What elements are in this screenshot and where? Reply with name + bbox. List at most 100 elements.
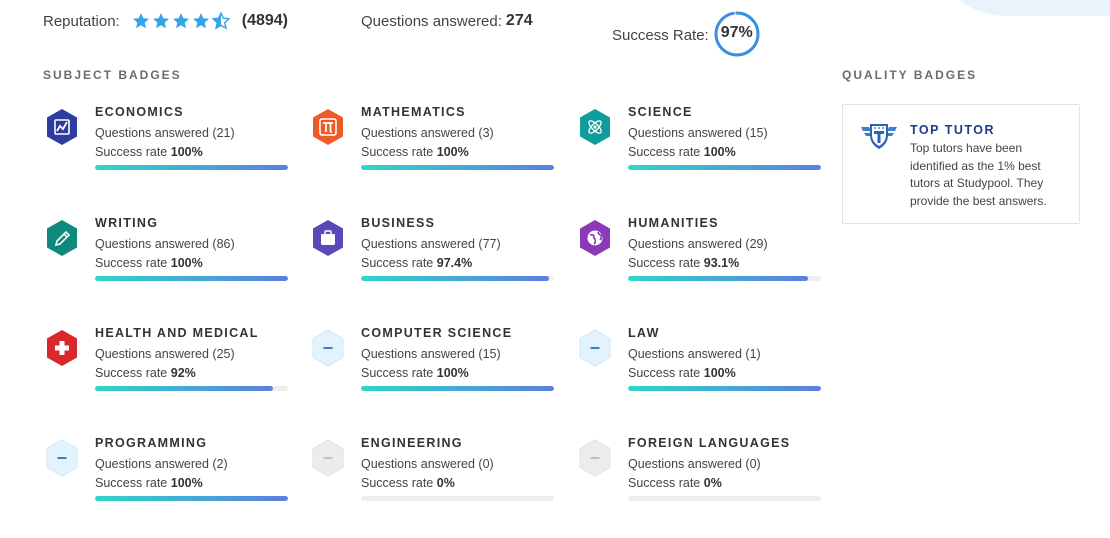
badge-success-rate-value: 0% xyxy=(436,476,455,490)
badge-progress-fill xyxy=(361,386,554,391)
atom-icon xyxy=(578,108,612,146)
badge-name: WRITING xyxy=(95,216,159,230)
badge-success-rate: Success rate 100% xyxy=(361,145,469,159)
badge-questions-answered: Questions answered (15) xyxy=(628,126,768,140)
badge-questions-answered: Questions answered (0) xyxy=(361,457,494,471)
badge-success-rate: Success rate 0% xyxy=(361,476,455,490)
badge-progress-bar xyxy=(361,165,554,170)
badge-success-rate-label: Success rate xyxy=(361,476,434,490)
subject-badge-computer-science: COMPUTER SCIENCE Questions answered (15) S… xyxy=(309,326,569,416)
badge-progress-bar xyxy=(361,386,554,391)
minus-icon xyxy=(578,329,612,367)
badge-progress-fill xyxy=(628,276,808,281)
badge-success-rate-label: Success rate xyxy=(95,476,168,490)
badge-progress-bar xyxy=(95,496,288,501)
badge-progress-bar xyxy=(95,165,288,170)
badge-name: HUMANITIES xyxy=(628,216,719,230)
badge-name: ECONOMICS xyxy=(95,105,184,119)
badge-name: ENGINEERING xyxy=(361,436,463,450)
top-tutor-title: TOP TUTOR xyxy=(910,123,996,137)
subject-badge-law: LAW Questions answered (1) Success rate 10… xyxy=(576,326,836,416)
badge-name: COMPUTER SCIENCE xyxy=(361,326,513,340)
reputation-count: (4894) xyxy=(241,12,288,29)
badge-success-rate-value: 92% xyxy=(170,366,196,380)
star-full-icon xyxy=(172,12,191,30)
badge-success-rate-value: 100% xyxy=(170,256,203,270)
subject-badge-business: BUSINESS Questions answered (77) Success r… xyxy=(309,216,569,306)
badge-questions-answered: Questions answered (0) xyxy=(628,457,761,471)
badge-questions-answered: Questions answered (25) xyxy=(95,347,235,361)
badge-success-rate-value: 100% xyxy=(170,476,203,490)
badge-success-rate-label: Success rate xyxy=(361,256,434,270)
briefcase-icon xyxy=(311,219,345,257)
badge-success-rate-value: 100% xyxy=(703,366,736,380)
minus-icon xyxy=(578,439,612,477)
badge-success-rate-label: Success rate xyxy=(628,366,701,380)
subject-badge-programming: PROGRAMMING Questions answered (2) Success… xyxy=(43,436,303,526)
success-rate-ring: 97% xyxy=(713,10,761,58)
badge-success-rate: Success rate 100% xyxy=(95,256,203,270)
badge-success-rate: Success rate 100% xyxy=(361,366,469,380)
badge-progress-fill xyxy=(361,276,549,281)
success-rate: Success Rate: 97% xyxy=(612,10,761,58)
badge-success-rate-label: Success rate xyxy=(95,145,168,159)
success-rate-label: Success Rate: xyxy=(612,26,709,44)
reputation: Reputation: (4894) xyxy=(43,12,288,30)
economics-chart-icon xyxy=(45,108,79,146)
badge-progress-bar xyxy=(628,276,821,281)
badge-success-rate-value: 97.4% xyxy=(436,256,473,270)
badge-progress-fill xyxy=(95,276,288,281)
subject-badge-humanities: HUMANITIES Questions answered (29) Success… xyxy=(576,216,836,306)
subject-badge-health-and-medical: HEALTH AND MEDICAL Questions answered (25… xyxy=(43,326,303,416)
star-full-icon xyxy=(192,12,211,30)
badge-questions-answered: Questions answered (2) xyxy=(95,457,228,471)
success-rate-value: 97% xyxy=(720,24,753,41)
pencil-icon xyxy=(45,219,79,257)
quality-badges-title: QUALITY BADGES xyxy=(842,68,978,82)
badge-success-rate-value: 100% xyxy=(436,366,469,380)
top-tutor-shield-icon xyxy=(859,121,899,151)
badge-success-rate: Success rate 100% xyxy=(628,366,736,380)
badge-progress-bar xyxy=(628,386,821,391)
badge-success-rate-value: 100% xyxy=(436,145,469,159)
badge-questions-answered: Questions answered (77) xyxy=(361,237,501,251)
badge-progress-fill xyxy=(95,165,288,170)
badge-success-rate-label: Success rate xyxy=(628,256,701,270)
badge-success-rate-value: 93.1% xyxy=(703,256,740,270)
badge-questions-answered: Questions answered (21) xyxy=(95,126,235,140)
badge-success-rate-label: Success rate xyxy=(628,145,701,159)
badge-success-rate: Success rate 0% xyxy=(628,476,722,490)
badge-name: SCIENCE xyxy=(628,105,693,119)
minus-icon xyxy=(311,439,345,477)
badge-success-rate: Success rate 92% xyxy=(95,366,196,380)
badge-success-rate-label: Success rate xyxy=(361,366,434,380)
reputation-label: Reputation: xyxy=(43,12,120,30)
badge-success-rate: Success rate 97.4% xyxy=(361,256,472,270)
badge-success-rate-label: Success rate xyxy=(361,145,434,159)
badge-progress-bar xyxy=(361,496,554,501)
badge-questions-answered: Questions answered (15) xyxy=(361,347,501,361)
badge-name: MATHEMATICS xyxy=(361,105,466,119)
badge-progress-fill xyxy=(628,165,821,170)
questions-answered-value: 274 xyxy=(505,12,533,29)
badge-name: PROGRAMMING xyxy=(95,436,208,450)
subject-badge-science: SCIENCE Questions answered (15) Success ra… xyxy=(576,105,836,195)
subject-badge-economics: ECONOMICS Questions answered (21) Success … xyxy=(43,105,303,195)
success-rate-ring-graphic xyxy=(714,11,760,57)
badge-questions-answered: Questions answered (86) xyxy=(95,237,235,251)
questions-answered-label: Questions answered: xyxy=(361,12,502,30)
badge-success-rate-label: Success rate xyxy=(95,256,168,270)
badge-progress-fill xyxy=(361,165,554,170)
badge-questions-answered: Questions answered (29) xyxy=(628,237,768,251)
badge-progress-bar xyxy=(361,276,554,281)
badge-progress-fill xyxy=(95,386,273,391)
badge-questions-answered: Questions answered (3) xyxy=(361,126,494,140)
badge-questions-answered: Questions answered (1) xyxy=(628,347,761,361)
badge-progress-bar xyxy=(628,496,821,501)
badge-progress-fill xyxy=(95,496,288,501)
badge-name: BUSINESS xyxy=(361,216,436,230)
rating-stars xyxy=(132,12,232,30)
badge-success-rate-label: Success rate xyxy=(95,366,168,380)
badge-progress-bar xyxy=(95,386,288,391)
pi-icon xyxy=(311,108,345,146)
